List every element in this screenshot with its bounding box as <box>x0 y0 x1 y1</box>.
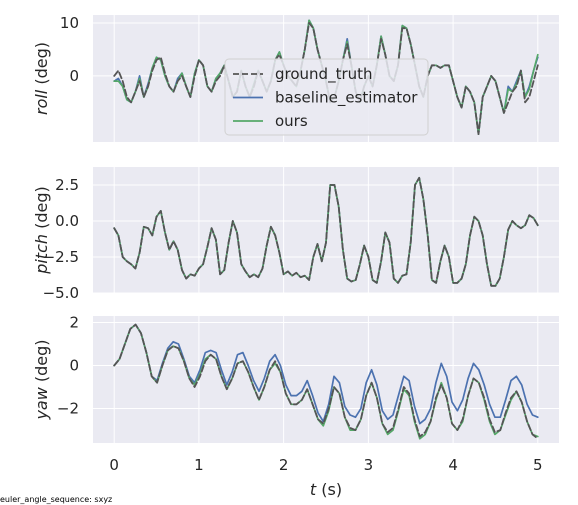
x-tick-label: 1 <box>194 456 204 474</box>
series-line-ground-truth <box>113 323 539 440</box>
y-axis-variable: pitch <box>32 234 51 275</box>
x-tick-label: 3 <box>364 456 374 474</box>
panel-yaw: 2 0 −2 yaw (deg) 0 1 2 3 4 5 t (s) <box>32 313 559 499</box>
legend-label: ground_truth <box>275 65 373 84</box>
y-tick-label: 0 <box>69 357 79 375</box>
y-tick-label: 0 <box>69 67 79 85</box>
x-tick-label: 5 <box>533 456 543 474</box>
x-axis-variable: t <box>310 480 317 499</box>
panel-roll: 10 0 roll (deg) ground_truth baseline_estima… <box>32 14 559 142</box>
plot-area <box>93 316 559 443</box>
y-tick-label: 0.0 <box>55 212 79 230</box>
y-tick-label: −5.0 <box>43 284 79 302</box>
y-tick-label: −2.5 <box>43 248 79 266</box>
series-line-ground-truth <box>113 21 539 136</box>
y-axis-label: roll (deg) <box>32 42 51 115</box>
x-axis-label: t (s) <box>310 480 342 499</box>
y-tick-label: 10 <box>60 14 79 32</box>
y-tick-label: −2 <box>57 400 79 418</box>
footnote: euler_angle_sequence: sxyz <box>0 495 112 504</box>
y-axis-label: pitch (deg) <box>32 186 51 275</box>
x-tick-label: 4 <box>448 456 458 474</box>
legend-label: ours <box>275 112 308 130</box>
y-tick-label: 2 <box>69 313 79 331</box>
x-axis-unit: (s) <box>316 480 342 499</box>
y-axis-label: yaw (deg) <box>32 339 51 420</box>
y-axis-unit: (deg) <box>32 339 51 387</box>
legend-frame <box>224 58 429 136</box>
y-axis-variable: roll <box>32 89 51 115</box>
series-line-ground-truth <box>113 176 539 287</box>
x-tick-label: 0 <box>109 456 119 474</box>
y-axis-unit: (deg) <box>32 186 51 234</box>
y-axis-variable: yaw <box>32 386 51 420</box>
x-tick-label: 2 <box>279 456 289 474</box>
legend-label: baseline_estimator <box>275 89 418 108</box>
panel-pitch: 2.5 0.0 −2.5 −5.0 pitch (deg) <box>32 167 559 302</box>
y-tick-label: 2.5 <box>55 176 79 194</box>
y-axis-unit: (deg) <box>32 42 51 90</box>
